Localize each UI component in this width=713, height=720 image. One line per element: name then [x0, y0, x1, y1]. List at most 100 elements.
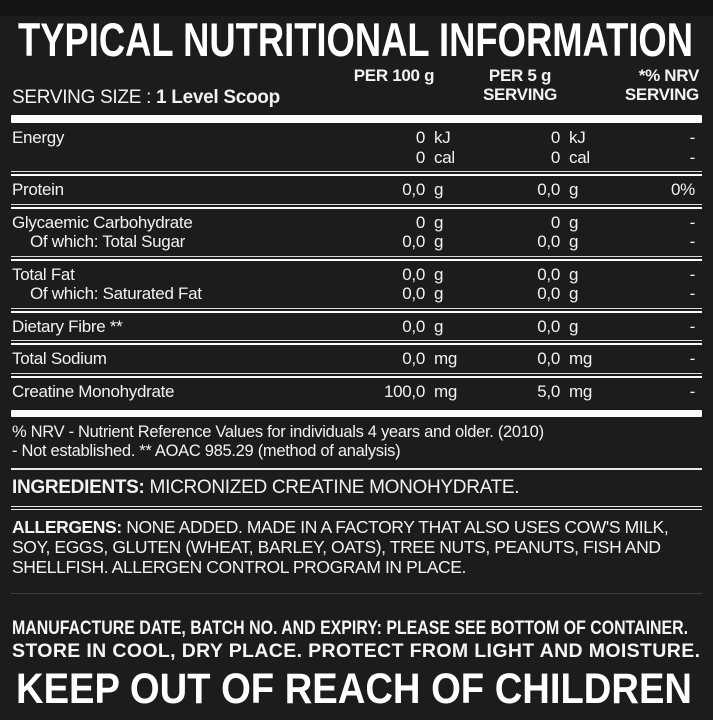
- value-per-100g: 0: [415, 212, 425, 232]
- value-per-100g: 0,0: [402, 316, 425, 336]
- manufacture-line-svg: MANUFACTURE DATE, BATCH NO. AND EXPIRY: …: [12, 618, 688, 638]
- table-row: 0 cal 0 cal -: [0, 148, 713, 168]
- nutrient-table: Energy 0 kJ 0 kJ - 0 cal 0 cal - Protein…: [0, 124, 713, 405]
- unit-per-100g: cal: [434, 147, 455, 167]
- value-per-100g: 0: [415, 128, 425, 147]
- unit-per-5g: g: [569, 212, 579, 232]
- value-nrv: -: [689, 212, 696, 232]
- value-per-5g: 0,0: [537, 180, 560, 199]
- row-separator: [11, 255, 702, 261]
- value-per-100g: 0,0: [402, 264, 425, 284]
- footer: MANUFACTURE DATE, BATCH NO. AND EXPIRY: …: [0, 618, 713, 710]
- nutrient-label: Dietary Fibre **: [12, 316, 123, 336]
- column-header-per-5g: PER 5 g SERVING: [468, 66, 572, 104]
- nutrient-label: Total Sodium: [12, 349, 107, 368]
- divider-double: [11, 506, 702, 510]
- column-header-per-100g: PER 100 g: [353, 66, 435, 85]
- row-group-energy: Energy 0 kJ 0 kJ - 0 cal 0 cal -: [0, 124, 713, 171]
- table-row: Glycaemic Carbohydrate 0 g 0 g -: [0, 213, 713, 233]
- unit-per-5g: g: [569, 316, 579, 336]
- unit-per-100g: kJ: [434, 128, 451, 147]
- row-group-protein: Protein 0,0 g 0,0 g 0%: [0, 176, 713, 204]
- nutrient-label: Energy: [12, 128, 65, 147]
- unit-per-5g: g: [569, 180, 579, 199]
- column-header-per-5g-line2: SERVING: [482, 85, 558, 104]
- value-per-5g: 0,0: [537, 264, 560, 284]
- serving-size-label: SERVING SIZE :: [12, 87, 152, 108]
- unit-per-100g: g: [434, 264, 444, 284]
- value-per-100g: 0: [415, 147, 425, 167]
- row-separator: [11, 171, 702, 176]
- column-header-nrv: *% NRV SERVING: [589, 66, 699, 104]
- value-nrv: -: [689, 316, 696, 336]
- value-nrv: -: [689, 232, 696, 251]
- serving-size: SERVING SIZE : 1 Level Scoop: [12, 87, 280, 109]
- table-top-rule: [11, 115, 702, 123]
- table-bottom-rule: [11, 410, 702, 417]
- value-nrv: -: [689, 284, 696, 303]
- value-per-5g: 5,0: [537, 381, 560, 401]
- value-per-100g: 0,0: [402, 232, 425, 251]
- nutrient-label: Glycaemic Carbohydrate: [12, 212, 193, 232]
- value-per-5g: 0: [550, 212, 560, 232]
- value-per-100g: 0,0: [402, 284, 425, 303]
- footnotes: % NRV - Nutrient Reference Values for in…: [12, 423, 701, 460]
- nutrient-label: Creatine Monohydrate: [12, 381, 175, 401]
- storage-instructions-text: STORE IN COOL, DRY PLACE. PROTECT FROM L…: [12, 640, 700, 662]
- table-row: Total Sodium 0,0 mg 0,0 mg -: [0, 349, 713, 369]
- column-header-per-5g-line1: PER 5 g: [488, 66, 552, 85]
- unit-per-5g: cal: [569, 147, 590, 167]
- value-nrv: -: [689, 349, 696, 368]
- value-per-5g: 0: [550, 147, 560, 167]
- nutrient-label: Total Fat: [12, 264, 75, 284]
- ingredients-section: INGREDIENTS: MICRONIZED CREATINE MONOHYD…: [12, 477, 701, 499]
- table-row: Energy 0 kJ 0 kJ -: [0, 128, 713, 148]
- nutrition-label: TYPICAL NUTRITIONAL INFORMATION SERVING …: [0, 16, 713, 720]
- allergens-text: NONE ADDED. MADE IN A FACTORY THAT ALSO …: [12, 517, 669, 577]
- unit-per-100g: g: [434, 232, 444, 251]
- value-per-5g: 0,0: [537, 232, 560, 251]
- unit-per-100g: mg: [434, 349, 458, 368]
- ingredients-text: MICRONIZED CREATINE MONOHYDRATE.: [144, 477, 520, 498]
- storage-line-svg: STORE IN COOL, DRY PLACE. PROTECT FROM L…: [12, 640, 700, 662]
- unit-per-100g: g: [434, 180, 444, 199]
- nutrient-label: [12, 148, 262, 168]
- value-nrv: -: [689, 128, 696, 147]
- unit-per-5g: g: [569, 232, 579, 251]
- row-group-fibre: Dietary Fibre ** 0,0 g 0,0 g -: [0, 313, 713, 341]
- row-separator: [11, 340, 702, 345]
- unit-per-100g: mg: [434, 381, 458, 401]
- divider: [11, 468, 702, 470]
- table-row: Creatine Monohydrate 100,0 mg 5,0 mg -: [0, 382, 713, 402]
- label-title-svg: TYPICAL NUTRITIONAL INFORMATION: [18, 16, 693, 62]
- value-nrv: 0%: [671, 180, 695, 199]
- table-row: Dietary Fibre ** 0,0 g 0,0 g -: [0, 317, 713, 337]
- row-separator: [11, 307, 702, 313]
- row-group-fat: Total Fat 0,0 g 0,0 g - Of which: Satura…: [0, 261, 713, 308]
- row-group-sodium: Total Sodium 0,0 mg 0,0 mg -: [0, 345, 713, 373]
- allergens-label: ALLERGENS:: [12, 517, 122, 537]
- value-per-5g: 0,0: [537, 349, 560, 368]
- serving-size-value: 1 Level Scoop: [156, 87, 280, 108]
- row-separator: [11, 372, 702, 378]
- unit-per-5g: g: [569, 284, 579, 303]
- unit-per-100g: g: [434, 284, 444, 303]
- nutrient-label: Protein: [12, 180, 64, 199]
- table-column-headers: SERVING SIZE : 1 Level Scoop PER 100 g P…: [0, 63, 713, 112]
- unit-per-5g: g: [569, 264, 579, 284]
- value-per-5g: 0: [550, 128, 560, 147]
- value-per-100g: 0,0: [402, 180, 425, 199]
- unit-per-100g: g: [434, 316, 444, 336]
- row-group-creatine: Creatine Monohydrate 100,0 mg 5,0 mg -: [0, 378, 713, 406]
- manufacture-date-text: MANUFACTURE DATE, BATCH NO. AND EXPIRY: …: [12, 618, 688, 638]
- table-row: Of which: Saturated Fat 0,0 g 0,0 g -: [0, 284, 713, 304]
- footnote-established: - Not established. ** AOAC 985.29 (metho…: [12, 441, 401, 460]
- page-title: TYPICAL NUTRITIONAL INFORMATION: [18, 16, 693, 62]
- nutrient-sublabel: Of which: Saturated Fat: [30, 284, 202, 303]
- unit-per-5g: mg: [569, 349, 593, 368]
- value-nrv: -: [689, 147, 696, 167]
- footnote-nrv: % NRV - Nutrient Reference Values for in…: [12, 423, 544, 441]
- value-nrv: -: [689, 264, 696, 284]
- row-separator: [11, 203, 702, 209]
- unit-per-5g: kJ: [569, 128, 586, 147]
